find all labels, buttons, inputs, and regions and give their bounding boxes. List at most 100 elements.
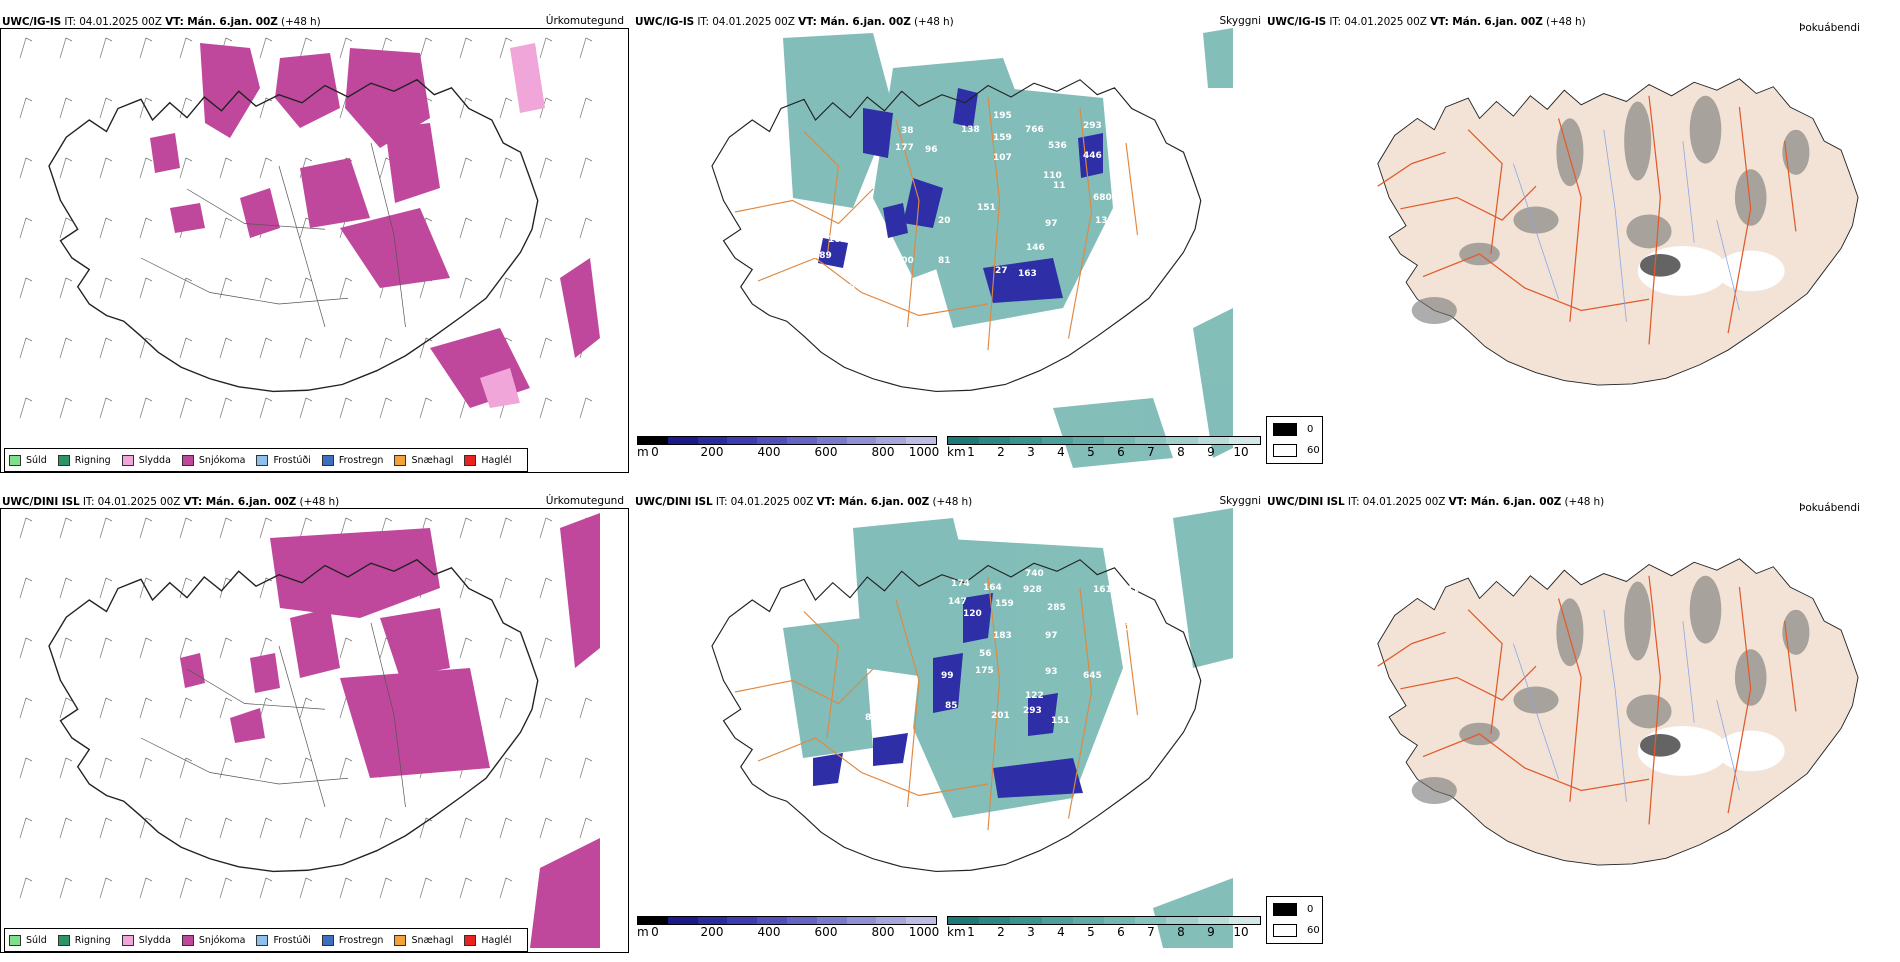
visibility-tick: 6 [1117, 925, 1125, 939]
snow-areas [150, 43, 600, 408]
ceiling-label: 96 [925, 277, 938, 287]
ceiling-label: 293 [1083, 121, 1102, 131]
panel-title: UWC/DINI ISL IT: 04.01.2025 00Z VT: Mán.… [2, 496, 340, 508]
ceiling-label: 100 [895, 256, 914, 266]
ceiling-label: 158 [1125, 623, 1144, 633]
panel-label: Úrkomutegund [545, 495, 624, 507]
legend-item-drizzle: Súld [9, 454, 47, 466]
ceiling-label: 141 [1115, 275, 1134, 285]
map-frame [0, 28, 629, 473]
ceiling-tick: 1000 [908, 445, 940, 459]
fog-shading [1411, 95, 1810, 325]
ceiling-label: 151 [1051, 716, 1070, 726]
panel-title: UWC/DINI ISL IT: 04.01.2025 00Z VT: Mán.… [1267, 496, 1605, 508]
visibility-tick: 5 [1087, 925, 1095, 939]
ceiling-label: 164 [983, 583, 1002, 593]
panel-title: UWC/IG-IS IT: 04.01.2025 00Z VT: Mán. 6.… [1267, 16, 1586, 28]
visibility-colorbar: km 1 2 3 4 5 6 7 8 9 10 [947, 916, 1261, 939]
ceiling-unit: m [637, 445, 649, 459]
legend-item-drizzle: Súld [9, 934, 47, 946]
ceiling-tick: 800 [871, 445, 895, 459]
ceiling-label: 96 [925, 145, 938, 155]
visibility-colorbar-swatches [947, 436, 1261, 445]
ceiling-label: 93 [1045, 667, 1058, 677]
ceiling-label: 146 [1026, 243, 1045, 253]
legend-item-sleet: Slydda [121, 454, 171, 466]
legend-item-snow: Snjókoma [181, 454, 245, 466]
panel-fog-index-dini: UWC/DINI ISL IT: 04.01.2025 00Z VT: Mán.… [1265, 492, 1900, 962]
ceiling-label: 27 [995, 266, 1008, 276]
ceiling-tick: 200 [700, 925, 724, 939]
ceiling-label: 20 [938, 216, 951, 226]
ceiling-label: 928 [1023, 585, 1042, 595]
ceiling-tick: 0 [651, 445, 659, 459]
panel-label: Skyggni [1219, 15, 1262, 27]
ceiling-label: 82 [865, 713, 878, 723]
visibility-map: 38 177 96 138 195 159 766 293 536 107 44… [711, 28, 1233, 468]
ceiling-label: 189 [813, 251, 832, 261]
visibility-tick: 6 [1117, 445, 1125, 459]
ceiling-label: 766 [1025, 125, 1044, 135]
panel-fog-index-ig-is: UWC/IG-IS IT: 04.01.2025 00Z VT: Mán. 6.… [1265, 12, 1900, 482]
visibility-unit: km [947, 925, 966, 939]
ceiling-label: 81 [938, 256, 951, 266]
ceiling-label: 285 [1047, 603, 1066, 613]
ceiling-label: 138 [961, 125, 980, 135]
ceiling-label: 161 [1093, 585, 1112, 595]
ceiling-label: 122 [1025, 691, 1044, 701]
legend-item-rain: Rigning [57, 934, 111, 946]
ceiling-labels: 174 164 740 928 161 431 147 120 159 285 … [865, 569, 1252, 941]
panel-label: Þokuábendi [1799, 502, 1860, 514]
visibility-colorbar-swatches [947, 916, 1261, 925]
fog-legend-value: 60 [1307, 925, 1320, 936]
sleet-areas [480, 43, 545, 408]
legend-item-hail: Haglél [464, 934, 512, 946]
panel-visibility-ig-is: UWC/IG-IS IT: 04.01.2025 00Z VT: Mán. 6.… [633, 12, 1263, 482]
ceiling-label: 174 [951, 579, 970, 589]
visibility-tick: 10 [1233, 925, 1249, 939]
ceiling-colorbar-swatches [637, 436, 937, 445]
panel-title: UWC/IG-IS IT: 04.01.2025 00Z VT: Mán. 6.… [635, 16, 954, 28]
low-ceiling-areas [813, 593, 1083, 798]
visibility-tick: 10 [1233, 445, 1249, 459]
panel-precip-type-ig-is: UWC/IG-IS IT: 04.01.2025 00Z VT: Mán. 6.… [0, 12, 630, 482]
fog-index-legend: 0 60 [1266, 896, 1323, 944]
ceiling-label: 158 [1111, 719, 1130, 729]
legend-item-rain: Rigning [57, 454, 111, 466]
precip-map [19, 37, 600, 419]
visibility-shading [783, 28, 1233, 468]
ceiling-label: 159 [995, 599, 1014, 609]
low-ceiling-areas [818, 88, 1103, 303]
fog-map [1377, 78, 1859, 386]
ceiling-label: 740 [1025, 569, 1044, 579]
fog-shading [1411, 575, 1810, 805]
ceiling-label: 183 [993, 631, 1012, 641]
ceiling-label: 130 [1095, 216, 1114, 226]
glacier-white [1716, 250, 1785, 292]
ceiling-label: 151 [977, 203, 996, 213]
panel-visibility-dini: UWC/DINI ISL IT: 04.01.2025 00Z VT: Mán.… [633, 492, 1263, 962]
ceiling-label: 112 [1109, 251, 1128, 261]
ceiling-label: 431 [1120, 585, 1139, 595]
ceiling-label: 134 [1111, 699, 1130, 709]
ceiling-label: 147 [948, 597, 967, 607]
legend-item-freezing-rain: Frostregn [321, 454, 383, 466]
visibility-tick: 2 [997, 445, 1005, 459]
legend-item-snow-pellets: Snæhagl [394, 454, 453, 466]
ceiling-label: 147 [829, 299, 848, 309]
ceiling-label: 97 [1045, 631, 1058, 641]
visibility-tick: 4 [1057, 925, 1065, 939]
ceiling-label: 536 [1048, 141, 1067, 151]
ceiling-label: 120 [963, 609, 982, 619]
panel-label: Þokuábendi [1799, 22, 1860, 34]
legend-item-freezing-drizzle: Frostúði [256, 934, 311, 946]
ceiling-tick: 1000 [908, 925, 940, 939]
ceiling-tick: 0 [651, 925, 659, 939]
fog-legend-value: 0 [1307, 424, 1314, 435]
legend-item-snow: Snjókoma [181, 934, 245, 946]
ceiling-label: 175 [975, 666, 994, 676]
ceiling-label: 85 [945, 701, 958, 711]
ceiling-label: 99 [941, 671, 954, 681]
visibility-tick: 9 [1207, 925, 1215, 939]
ceiling-label: 11 [1053, 181, 1066, 191]
